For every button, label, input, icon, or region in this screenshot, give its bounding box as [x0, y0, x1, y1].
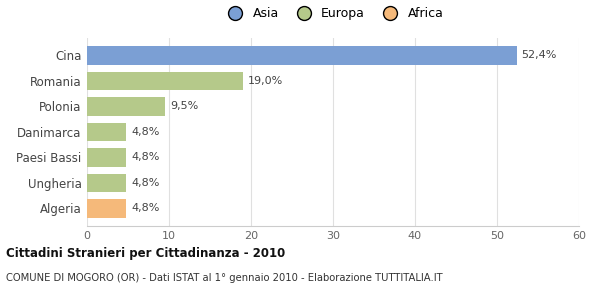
- Bar: [87, 174, 127, 192]
- Bar: [87, 148, 127, 167]
- Text: 4,8%: 4,8%: [131, 153, 160, 162]
- Text: 4,8%: 4,8%: [131, 204, 160, 213]
- Bar: [87, 46, 517, 65]
- Legend: Asia, Europa, Africa: Asia, Europa, Africa: [218, 3, 449, 26]
- Text: COMUNE DI MOGORO (OR) - Dati ISTAT al 1° gennaio 2010 - Elaborazione TUTTITALIA.: COMUNE DI MOGORO (OR) - Dati ISTAT al 1°…: [6, 273, 443, 283]
- Text: 4,8%: 4,8%: [131, 127, 160, 137]
- Bar: [87, 123, 127, 141]
- Bar: [87, 199, 127, 218]
- Text: 19,0%: 19,0%: [248, 76, 283, 86]
- Bar: [87, 97, 165, 116]
- Bar: [87, 72, 243, 90]
- Text: 9,5%: 9,5%: [170, 102, 198, 111]
- Text: 52,4%: 52,4%: [521, 50, 557, 60]
- Text: 4,8%: 4,8%: [131, 178, 160, 188]
- Text: Cittadini Stranieri per Cittadinanza - 2010: Cittadini Stranieri per Cittadinanza - 2…: [6, 247, 285, 260]
